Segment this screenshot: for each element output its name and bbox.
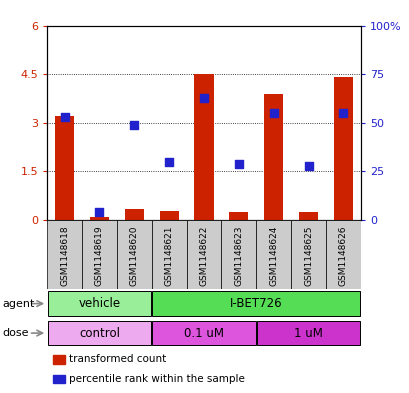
Text: percentile rank within the sample: percentile rank within the sample: [69, 374, 245, 384]
Bar: [48, 321, 151, 345]
Point: [166, 158, 172, 165]
Bar: [221, 220, 256, 289]
Bar: [124, 209, 144, 220]
Text: GSM1148622: GSM1148622: [199, 226, 208, 286]
Text: transformed count: transformed count: [69, 354, 166, 364]
Bar: [229, 212, 248, 220]
Bar: [290, 220, 325, 289]
Point: [235, 160, 242, 167]
Bar: [55, 116, 74, 220]
Bar: [152, 291, 359, 316]
Bar: [48, 291, 151, 316]
Point: [339, 110, 346, 116]
Point: [131, 121, 137, 128]
Bar: [298, 212, 317, 220]
Bar: [152, 321, 255, 345]
Bar: [263, 94, 283, 220]
Text: GSM1148619: GSM1148619: [95, 226, 103, 286]
Bar: [333, 77, 352, 220]
Text: GSM1148620: GSM1148620: [130, 226, 138, 286]
Text: I-BET726: I-BET726: [229, 297, 282, 310]
Bar: [194, 74, 213, 220]
Bar: [325, 220, 360, 289]
Text: control: control: [79, 327, 120, 340]
Point: [305, 162, 311, 169]
Text: 0.1 uM: 0.1 uM: [184, 327, 223, 340]
Point: [96, 209, 103, 215]
Text: GSM1148621: GSM1148621: [164, 226, 173, 286]
Bar: [159, 211, 178, 220]
Text: GSM1148623: GSM1148623: [234, 226, 243, 286]
Bar: [53, 375, 65, 383]
Bar: [53, 355, 65, 364]
Text: GSM1148626: GSM1148626: [338, 226, 347, 286]
Bar: [256, 321, 359, 345]
Point: [270, 110, 276, 116]
Text: agent: agent: [2, 299, 34, 309]
Text: GSM1148625: GSM1148625: [303, 226, 312, 286]
Text: 1 uM: 1 uM: [293, 327, 322, 340]
Point: [61, 114, 68, 120]
Text: vehicle: vehicle: [78, 297, 120, 310]
Text: GSM1148618: GSM1148618: [60, 226, 69, 286]
Bar: [151, 220, 186, 289]
Bar: [82, 220, 117, 289]
Text: GSM1148624: GSM1148624: [269, 226, 277, 286]
Bar: [90, 217, 109, 220]
Bar: [117, 220, 151, 289]
Bar: [256, 220, 290, 289]
Bar: [47, 220, 82, 289]
Text: dose: dose: [2, 328, 29, 338]
Bar: [186, 220, 221, 289]
Point: [200, 94, 207, 101]
